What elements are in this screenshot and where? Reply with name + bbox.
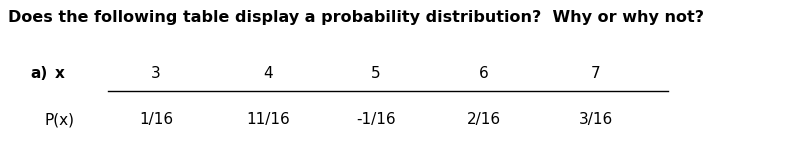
Text: 1/16: 1/16 (139, 112, 173, 127)
Text: 2/16: 2/16 (467, 112, 501, 127)
Text: 7: 7 (591, 66, 601, 80)
Text: 3: 3 (151, 66, 161, 80)
Text: P(x): P(x) (45, 112, 75, 127)
Text: 11/16: 11/16 (246, 112, 290, 127)
Text: a): a) (30, 66, 48, 80)
Text: 6: 6 (479, 66, 489, 80)
Text: 4: 4 (263, 66, 273, 80)
Text: x: x (55, 66, 65, 80)
Text: Does the following table display a probability distribution?  Why or why not?: Does the following table display a proba… (8, 10, 704, 25)
Text: 3/16: 3/16 (579, 112, 613, 127)
Text: 5: 5 (371, 66, 381, 80)
Text: -1/16: -1/16 (356, 112, 396, 127)
